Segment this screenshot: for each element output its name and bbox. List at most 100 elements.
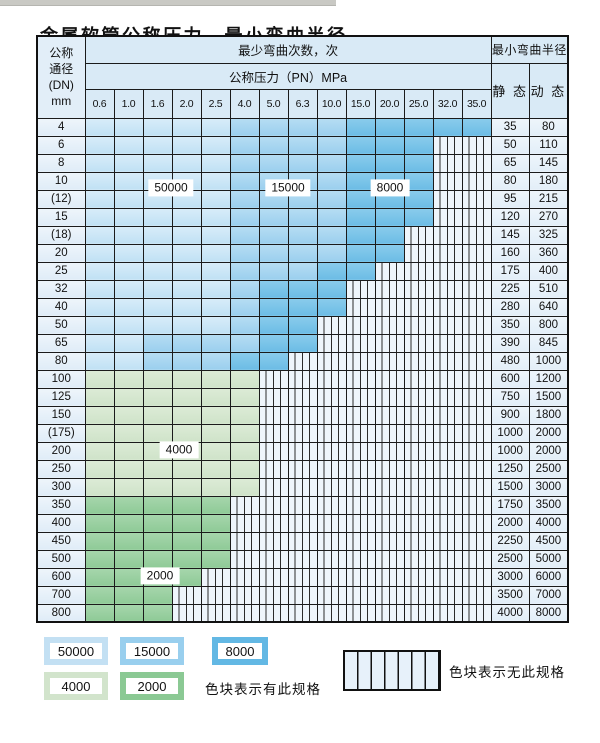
static-radius-cell: 2000 (490, 513, 530, 533)
static-radius-cell: 35 (490, 117, 530, 137)
cycle-cell-dn500-pn15.0 (345, 549, 376, 569)
cycle-cell-dn(18)-pn4.0 (229, 225, 260, 245)
cycle-cell-dn50-pn32.0 (432, 315, 463, 335)
static-radius-cell: 225 (490, 279, 530, 299)
cycle-cell-dn(175)-pn6.3 (287, 423, 318, 443)
static-column-header: 静 态 (490, 62, 530, 119)
pressure-col-5.0: 5.0 (258, 88, 289, 119)
dynamic-radius-cell: 4500 (528, 531, 569, 551)
cycle-cell-dn600-pn4.0 (229, 567, 260, 587)
cycle-cell-dn40-pn5.0 (258, 297, 289, 317)
cycle-cell-dn32-pn25.0 (403, 279, 434, 299)
dynamic-radius-cell: 1800 (528, 405, 569, 425)
cycle-cell-dn500-pn4.0 (229, 549, 260, 569)
cycle-cell-dn65-pn1.0 (113, 333, 144, 353)
cycle-cell-dn350-pn35.0 (461, 495, 492, 515)
dn-cell: 20 (36, 243, 86, 263)
legend-swatch-50000: 50000 (44, 637, 108, 665)
cycle-cell-dn150-pn25.0 (403, 405, 434, 425)
cycle-cell-dn6-pn2.0 (171, 135, 202, 155)
dn-cell: 32 (36, 279, 86, 299)
cycle-cell-dn100-pn1.0 (113, 369, 144, 389)
cycle-cell-dn25-pn32.0 (432, 261, 463, 281)
cycle-cell-dn32-pn4.0 (229, 279, 260, 299)
dn-cell: 600 (36, 567, 86, 587)
cycle-cell-dn6-pn25.0 (403, 135, 434, 155)
cycle-cell-dn250-pn15.0 (345, 459, 376, 479)
cycle-cell-dn50-pn5.0 (258, 315, 289, 335)
dynamic-radius-cell: 6000 (528, 567, 569, 587)
cycle-cell-dn(12)-pn0.6 (84, 189, 115, 209)
cycle-cell-dn250-pn10.0 (316, 459, 347, 479)
cycle-cell-dn400-pn35.0 (461, 513, 492, 533)
cycle-cell-dn6-pn20.0 (374, 135, 405, 155)
cycle-cell-dn80-pn10.0 (316, 351, 347, 371)
static-radius-cell: 65 (490, 153, 530, 173)
pressure-col-35.0: 35.0 (461, 88, 492, 119)
static-radius-cell: 145 (490, 225, 530, 245)
table-row-dn-(18): (18) 145 325 (36, 225, 569, 245)
cycle-cell-dn700-pn5.0 (258, 585, 289, 605)
dynamic-radius-cell: 145 (528, 153, 569, 173)
cycle-cell-dn15-pn25.0 (403, 207, 434, 227)
cycle-cell-dn20-pn10.0 (316, 243, 347, 263)
static-radius-cell: 4000 (490, 603, 530, 623)
cycle-cell-dn6-pn5.0 (258, 135, 289, 155)
cycle-cell-dn32-pn35.0 (461, 279, 492, 299)
dn-cell: 4 (36, 117, 86, 137)
cycle-cell-dn200-pn1.0 (113, 441, 144, 461)
table-row-dn-400: 400 2000 4000 (36, 513, 569, 533)
cycle-cell-dn450-pn10.0 (316, 531, 347, 551)
cycle-cell-dn450-pn4.0 (229, 531, 260, 551)
cycle-cell-dn25-pn35.0 (461, 261, 492, 281)
cycle-cell-dn(18)-pn15.0 (345, 225, 376, 245)
cycle-cell-dn800-pn5.0 (258, 603, 289, 623)
dn-cell: 15 (36, 207, 86, 227)
pressure-col-1.6: 1.6 (142, 88, 173, 119)
cycle-cell-dn8-pn10.0 (316, 153, 347, 173)
cycle-cell-dn(175)-pn32.0 (432, 423, 463, 443)
cycle-cell-dn25-pn25.0 (403, 261, 434, 281)
cycle-cell-dn250-pn32.0 (432, 459, 463, 479)
table-row-dn-300: 300 1500 3000 (36, 477, 569, 497)
cycle-cell-dn400-pn4.0 (229, 513, 260, 533)
cycle-cell-dn500-pn2.0 (171, 549, 202, 569)
cycle-cell-dn800-pn1.0 (113, 603, 144, 623)
cycle-cell-dn32-pn20.0 (374, 279, 405, 299)
cycle-cell-dn250-pn2.0 (171, 459, 202, 479)
cycle-cell-dn200-pn32.0 (432, 441, 463, 461)
cycle-cell-dn6-pn2.5 (200, 135, 231, 155)
cycle-cell-dn350-pn2.0 (171, 495, 202, 515)
static-radius-cell: 3500 (490, 585, 530, 605)
cycle-cell-dn700-pn25.0 (403, 585, 434, 605)
pressure-col-1.0: 1.0 (113, 88, 144, 119)
dn-cell: (175) (36, 423, 86, 443)
cycle-cell-dn80-pn5.0 (258, 351, 289, 371)
cycle-cell-dn200-pn15.0 (345, 441, 376, 461)
table-row-dn-25: 25 175 400 (36, 261, 569, 281)
static-radius-cell: 750 (490, 387, 530, 407)
cycle-cell-dn600-pn10.0 (316, 567, 347, 587)
cycle-cell-dn8-pn15.0 (345, 153, 376, 173)
cycle-cell-dn8-pn1.6 (142, 153, 173, 173)
cycle-cell-dn500-pn20.0 (374, 549, 405, 569)
cycle-cell-dn32-pn10.0 (316, 279, 347, 299)
cycle-cell-dn(12)-pn35.0 (461, 189, 492, 209)
cycle-cell-dn50-pn25.0 (403, 315, 434, 335)
table-row-dn-4: 4 35 80 (36, 117, 569, 137)
dn-cell: (12) (36, 189, 86, 209)
cycle-cell-dn150-pn1.0 (113, 405, 144, 425)
cycle-cell-dn50-pn4.0 (229, 315, 260, 335)
cycle-cell-dn6-pn32.0 (432, 135, 463, 155)
cycle-cell-dn80-pn32.0 (432, 351, 463, 371)
cycle-cell-dn25-pn10.0 (316, 261, 347, 281)
cycle-cell-dn500-pn5.0 (258, 549, 289, 569)
dn-cell: 40 (36, 297, 86, 317)
cycle-cell-dn80-pn20.0 (374, 351, 405, 371)
cycle-cell-dn80-pn35.0 (461, 351, 492, 371)
cycle-cell-dn65-pn32.0 (432, 333, 463, 353)
cycle-cell-dn40-pn25.0 (403, 297, 434, 317)
cycle-cell-dn350-pn6.3 (287, 495, 318, 515)
cycle-cell-dn400-pn0.6 (84, 513, 115, 533)
cycle-cell-dn(18)-pn35.0 (461, 225, 492, 245)
